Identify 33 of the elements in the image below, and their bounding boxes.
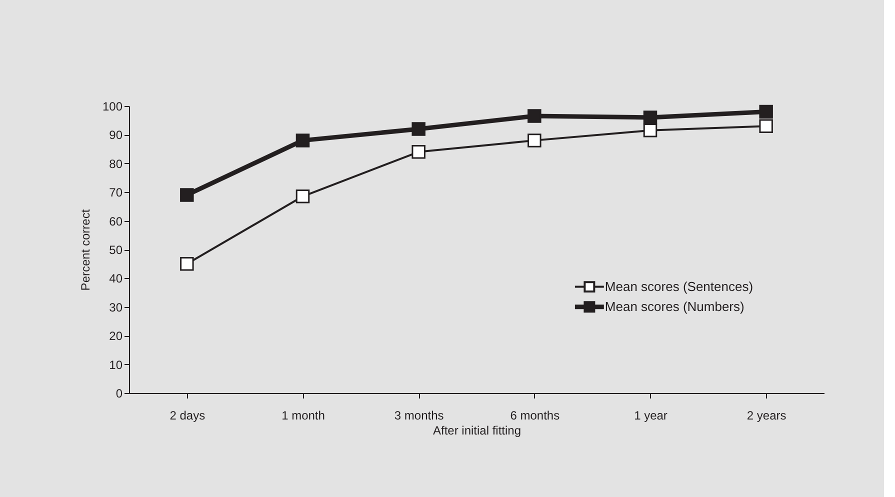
point — [643, 124, 658, 138]
y-tick-label: 70 — [109, 186, 123, 200]
x-tick-label: 6 months — [510, 408, 560, 422]
x-tick-label: 2 days — [170, 408, 206, 422]
y-tick-label: 20 — [109, 329, 123, 344]
x-tick-label: 1 month — [282, 408, 325, 422]
legend-label: Mean scores (Sentences) — [604, 278, 754, 294]
point — [296, 190, 310, 204]
point — [759, 104, 773, 119]
x-tick-label: 1 year — [634, 408, 668, 422]
y-tick-label: 90 — [109, 128, 123, 142]
point — [296, 134, 310, 148]
y-axis-title: Percent correct — [78, 208, 92, 291]
y-tick-label: 60 — [109, 214, 123, 228]
point — [759, 119, 773, 133]
y-tick-label: 100 — [102, 100, 123, 114]
point — [528, 109, 542, 123]
point — [180, 188, 194, 202]
x-tick-label: 3 months — [394, 408, 444, 422]
y-tick-label: 50 — [109, 243, 123, 257]
point — [643, 110, 658, 124]
y-tick-label: 80 — [109, 156, 123, 171]
point — [412, 145, 426, 159]
y-tick-label: 0 — [116, 386, 123, 400]
point — [412, 122, 426, 136]
point — [180, 256, 194, 271]
y-tick-label: 40 — [109, 272, 123, 286]
point — [528, 134, 542, 148]
x-tick-label: 2 years — [746, 408, 786, 422]
legend-label: Mean scores (Numbers) — [604, 298, 744, 314]
y-tick-label: 30 — [109, 300, 123, 314]
x-axis-title: After initial fitting — [432, 424, 522, 438]
y-tick-label: 10 — [109, 358, 123, 372]
